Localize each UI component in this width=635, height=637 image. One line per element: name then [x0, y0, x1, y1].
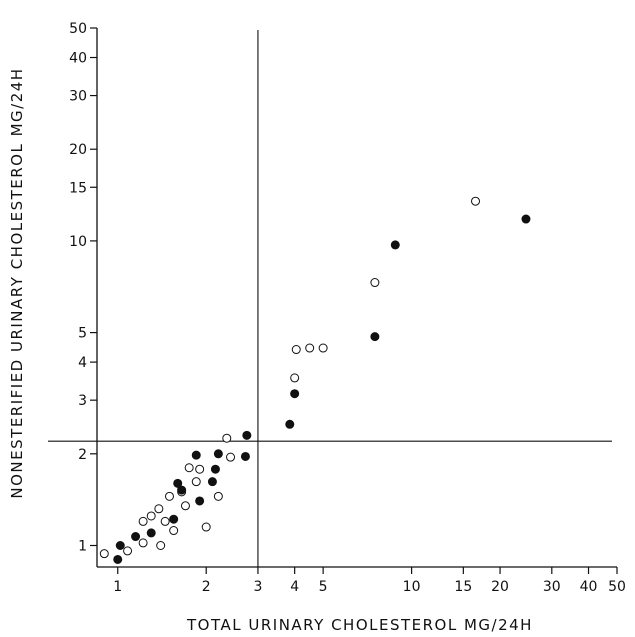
filled-data-point: [290, 389, 300, 399]
y-tick-label: 30: [69, 89, 87, 105]
y-tick-label: 20: [69, 142, 87, 158]
open-data-point: [201, 522, 211, 532]
filled-data-point: [177, 485, 187, 495]
open-data-point: [195, 464, 205, 474]
open-data-point: [305, 343, 315, 353]
y-tick-label: 15: [69, 180, 87, 196]
filled-data-point: [285, 419, 295, 429]
y-tick-label: 50: [69, 21, 87, 37]
data-points: [99, 196, 531, 564]
y-axis-title: NONESTERIFIED URINARY CHOLESTEROL MG/24H: [8, 67, 26, 498]
open-data-point: [160, 516, 170, 526]
y-tick-label: 10: [69, 234, 87, 250]
open-data-point: [191, 477, 201, 487]
filled-data-point: [390, 240, 400, 250]
open-data-point: [99, 549, 109, 559]
open-data-point: [169, 526, 179, 536]
filled-data-point: [191, 450, 201, 460]
open-data-point: [291, 345, 301, 355]
open-data-point: [123, 546, 133, 556]
filled-data-point: [131, 532, 141, 542]
filled-data-point: [115, 541, 125, 551]
open-data-point: [184, 463, 194, 473]
open-data-point: [222, 433, 232, 443]
open-data-point: [226, 452, 236, 462]
filled-data-point: [521, 214, 531, 224]
x-tick-label: 5: [319, 579, 328, 595]
filled-data-point: [195, 496, 205, 506]
x-tick-label: 30: [543, 579, 561, 595]
x-tick-label: 15: [454, 579, 472, 595]
y-tick-label: 4: [78, 355, 87, 371]
open-data-point: [138, 516, 148, 526]
y-tick-label: 1: [78, 539, 87, 555]
x-tick-label: 10: [403, 579, 421, 595]
x-tick-label: 2: [202, 579, 211, 595]
filled-data-point: [113, 554, 123, 564]
filled-data-point: [240, 451, 250, 461]
y-tick-label: 3: [78, 393, 87, 409]
x-axis-title: TOTAL URINARY CHOLESTEROL MG/24H: [186, 616, 533, 634]
open-data-point: [370, 278, 380, 288]
x-tick-label: 20: [491, 579, 509, 595]
reference-lines: [48, 30, 612, 567]
open-data-point: [164, 491, 174, 501]
filled-data-point: [146, 528, 156, 538]
open-data-point: [213, 491, 223, 501]
open-data-point: [318, 343, 328, 353]
tick-labels: 1 2 3 4 5 10 15 20 30 40 50 1 2 3 4 5 10 15 20 30 40 50: [69, 21, 626, 595]
x-tick-label: 3: [253, 579, 262, 595]
filled-data-point: [210, 464, 220, 474]
axes: [96, 28, 617, 568]
open-data-point: [156, 541, 166, 551]
filled-data-point: [173, 478, 183, 488]
x-tick-label: 4: [290, 579, 299, 595]
open-data-point: [471, 196, 481, 206]
open-data-point: [154, 504, 164, 514]
x-tick-label: 1: [113, 579, 122, 595]
filled-data-point: [370, 332, 380, 342]
filled-data-point: [169, 514, 179, 524]
tick-marks: [90, 27, 618, 574]
y-tick-label: 5: [78, 326, 87, 342]
x-tick-label: 40: [580, 579, 598, 595]
filled-data-point: [213, 449, 223, 459]
open-data-point: [146, 511, 156, 521]
filled-data-point: [207, 477, 217, 487]
y-tick-label: 40: [69, 51, 87, 67]
x-tick-label: 50: [608, 579, 626, 595]
open-data-point: [290, 373, 300, 383]
open-data-point: [180, 501, 190, 511]
y-tick-label: 2: [78, 447, 87, 463]
open-data-point: [138, 538, 148, 548]
filled-data-point: [242, 430, 252, 440]
